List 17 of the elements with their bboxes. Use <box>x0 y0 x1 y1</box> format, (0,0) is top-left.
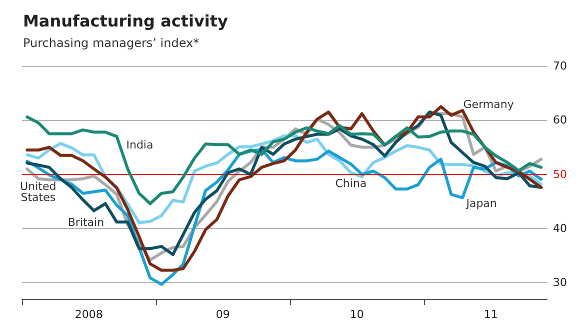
y-tick-label: 50 <box>553 168 567 181</box>
series-label: India <box>126 138 154 152</box>
chart-title: Manufacturing activity <box>23 12 229 30</box>
x-tick-label: 2008 <box>74 308 103 321</box>
series-label: Japan <box>465 197 497 210</box>
y-tick-label: 60 <box>553 114 567 127</box>
y-tick-label: 40 <box>553 222 567 236</box>
y-tick-label: 30 <box>553 276 567 290</box>
series-label: Germany <box>463 98 514 111</box>
chart-subtitle: Purchasing managers’ index* <box>23 36 200 50</box>
x-tick-label: 10 <box>350 308 364 321</box>
series-label: China <box>335 177 367 190</box>
series-label: Britain <box>68 216 104 230</box>
y-tick-label: 70 <box>553 60 567 72</box>
series-label: United States <box>20 180 56 204</box>
x-tick-label: 11 <box>484 308 498 321</box>
x-tick-label: 09 <box>216 308 230 321</box>
